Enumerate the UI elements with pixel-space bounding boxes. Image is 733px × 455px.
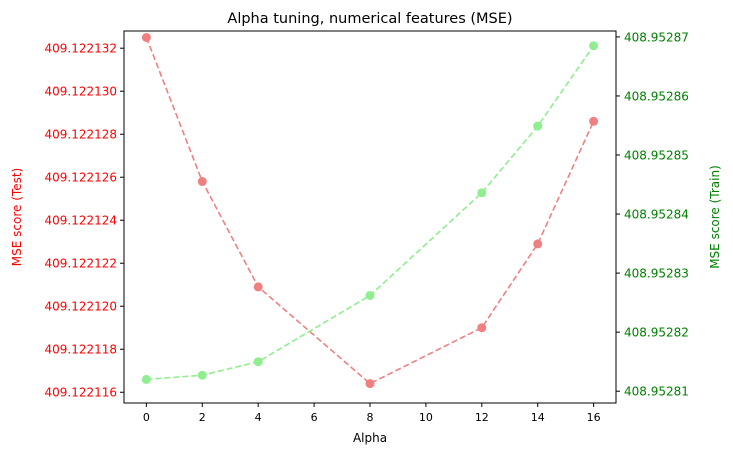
right-y-axis: 408.95281 408.95282 408.95283 408.95284 408.… (616, 30, 689, 399)
series-left-point (477, 323, 487, 333)
x-tick-label: 6 (311, 411, 318, 424)
left-y-tick-label: 409.122126 (44, 171, 117, 185)
series-right-point (533, 121, 543, 131)
series-right-point (141, 374, 151, 384)
series-left-point (197, 177, 207, 186)
left-y-tick-label: 409.122122 (44, 257, 117, 271)
left-y-axis: 409.122116 409.122118 409.122120 409.122122… (44, 42, 124, 400)
series-right-point (197, 370, 207, 380)
series-right-point (477, 188, 487, 198)
series-right-point (253, 357, 263, 367)
series-left-point (589, 116, 599, 126)
left-y-tick-label: 409.122130 (44, 85, 117, 99)
x-tick-label: 2 (199, 411, 206, 424)
right-y-tick-label: 408.95285 (624, 149, 689, 163)
x-tick-label: 0 (143, 411, 150, 424)
right-y-tick-label: 408.95284 (624, 208, 689, 222)
right-y-tick-label: 408.95281 (624, 385, 689, 399)
left-y-tick-label: 409.122132 (44, 42, 117, 56)
x-tick-label: 14 (531, 411, 545, 424)
right-y-axis-label: MSE score (Train) (708, 165, 722, 269)
x-tick-label: 4 (255, 411, 262, 424)
right-y-tick-label: 408.95286 (624, 89, 689, 103)
series-left-point (253, 282, 263, 292)
right-y-tick-label: 408.95283 (624, 267, 689, 281)
series-left-point (365, 379, 375, 389)
series-right-line (146, 45, 595, 381)
left-y-tick-label: 409.122124 (44, 214, 117, 228)
left-y-tick-label: 409.122118 (44, 343, 117, 357)
x-axis-label: Alpha (353, 431, 387, 445)
right-y-tick-label: 408.95282 (624, 326, 689, 340)
x-tick-label: 16 (587, 411, 601, 424)
series-left-point (141, 33, 151, 42)
series-left-line (145, 37, 595, 385)
left-y-axis-label: MSE score (Test) (10, 168, 24, 266)
left-y-tick-label: 409.122116 (44, 386, 117, 400)
series-layer (141, 33, 599, 389)
x-tick-label: 8 (367, 411, 374, 424)
series-right-point (589, 41, 599, 51)
series-right-point (365, 291, 375, 300)
left-y-tick-label: 409.122128 (44, 128, 117, 142)
plot-frame (123, 30, 617, 404)
chart-title: Alpha tuning, numerical features (MSE) (227, 11, 512, 27)
right-y-tick-label: 408.95287 (624, 30, 689, 44)
x-tick-label: 12 (475, 411, 489, 424)
left-y-tick-label: 409.122120 (44, 300, 117, 314)
series-left-point (533, 239, 543, 249)
x-axis: 0 2 4 6 8 10 12 14 16 (143, 403, 601, 424)
x-tick-label: 10 (419, 411, 433, 424)
